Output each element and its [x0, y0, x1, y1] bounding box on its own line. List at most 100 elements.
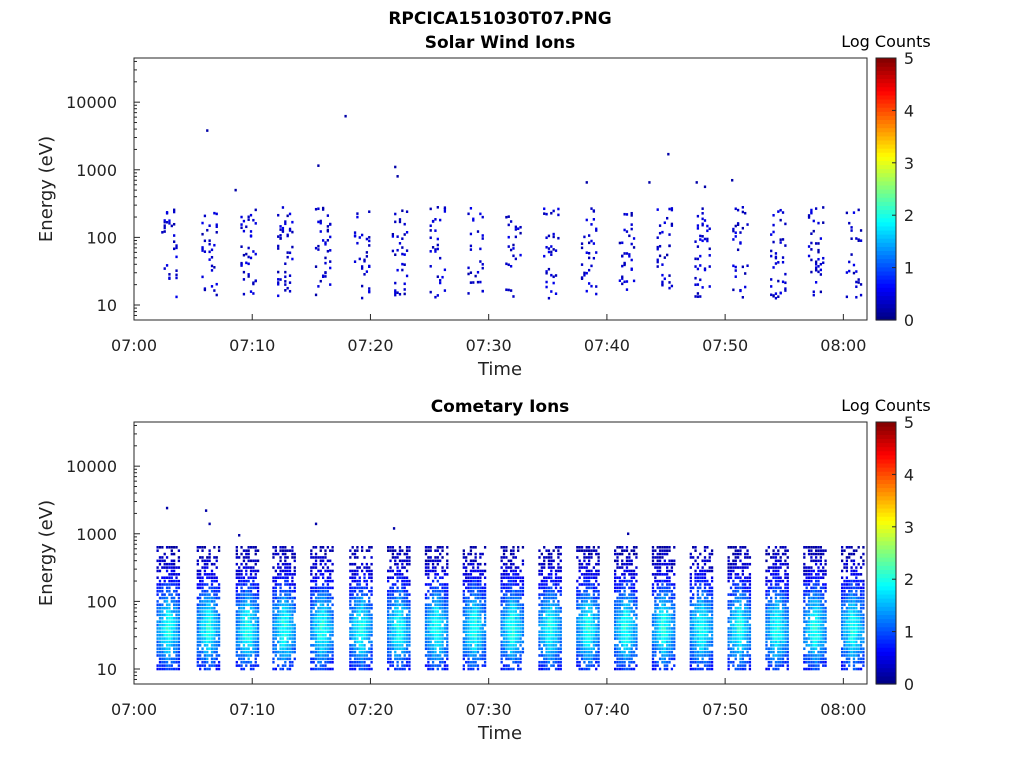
- heatmap-cell: [329, 637, 332, 640]
- heatmap-cell: [356, 637, 359, 640]
- heatmap-cell: [401, 246, 404, 249]
- heatmap-cell: [240, 637, 243, 640]
- heatmap-cell: [360, 603, 364, 607]
- heatmap-cell: [256, 610, 260, 613]
- heatmap-cell: [168, 583, 171, 586]
- heatmap-cell: [274, 586, 277, 590]
- heatmap-cell: [429, 583, 432, 586]
- heatmap-cell: [446, 600, 449, 603]
- heatmap-cell: [173, 637, 176, 640]
- heatmap-cell: [245, 637, 248, 640]
- heatmap-cell: [279, 600, 282, 603]
- heatmap-cell: [408, 620, 411, 623]
- heatmap-cell: [512, 657, 515, 661]
- heatmap-cell: [597, 569, 600, 573]
- heatmap-cell: [554, 546, 558, 549]
- heatmap-cell: [403, 288, 406, 291]
- heatmap-cell: [706, 640, 709, 644]
- heatmap-cell: [784, 289, 787, 292]
- heatmap-cell: [329, 657, 332, 661]
- heatmap-cell: [689, 647, 692, 650]
- heatmap-cell: [632, 596, 636, 600]
- heatmap-cell: [557, 606, 560, 610]
- heatmap-cell: [502, 640, 506, 644]
- heatmap-cell: [206, 610, 209, 613]
- heatmap-cell: [658, 667, 662, 671]
- heatmap-cell: [396, 640, 399, 644]
- heatmap-cell: [245, 579, 248, 583]
- heatmap-cell: [550, 566, 553, 569]
- heatmap-cell: [663, 627, 666, 630]
- heatmap-cell: [668, 569, 671, 573]
- heatmap-cell: [618, 627, 622, 630]
- heatmap-cell: [521, 610, 525, 613]
- heatmap-cell: [351, 637, 354, 640]
- heatmap-cell: [175, 630, 178, 634]
- heatmap-cell: [479, 556, 482, 559]
- heatmap-cell: [398, 657, 402, 661]
- heatmap-cell: [387, 603, 390, 607]
- heatmap-cell: [314, 559, 318, 563]
- heatmap-cell: [284, 660, 287, 664]
- heatmap-cell: [699, 633, 702, 637]
- heatmap-cell: [391, 549, 395, 552]
- heatmap-cell: [242, 644, 246, 647]
- heatmap-cell: [585, 562, 588, 566]
- heatmap-cell: [630, 586, 633, 590]
- heatmap-cell: [349, 633, 352, 637]
- heatmap-cell: [625, 610, 629, 613]
- heatmap-cell: [206, 606, 209, 610]
- heatmap-cell: [439, 559, 442, 563]
- heatmap-cell: [240, 264, 243, 267]
- heatmap-cell: [398, 647, 402, 650]
- heatmap-cell: [621, 559, 624, 563]
- heatmap-cell: [321, 589, 325, 593]
- heatmap-cell: [329, 222, 332, 226]
- heatmap-cell: [368, 637, 371, 640]
- heatmap-cell: [623, 280, 626, 284]
- heatmap-cell: [331, 667, 334, 671]
- heatmap-cell: [368, 627, 371, 630]
- heatmap-cell: [370, 657, 373, 661]
- heatmap-cell: [173, 596, 176, 600]
- heatmap-cell: [663, 573, 666, 576]
- heatmap-cell: [317, 644, 320, 647]
- heatmap-cell: [583, 650, 586, 654]
- heatmap-cell: [621, 637, 624, 640]
- heatmap-cell: [284, 644, 287, 647]
- heatmap-cell: [356, 623, 359, 627]
- heatmap-cell: [168, 623, 171, 627]
- heatmap-cell: [312, 613, 315, 617]
- heatmap-cell: [505, 637, 508, 640]
- heatmap-cell: [822, 261, 825, 265]
- heatmap-cell: [514, 613, 517, 617]
- heatmap-cell: [317, 667, 320, 671]
- heatmap-cell: [277, 650, 280, 654]
- heatmap-cell: [557, 583, 560, 586]
- heatmap-cell: [439, 593, 442, 596]
- heatmap-cell: [424, 640, 428, 644]
- heatmap-point: [695, 181, 698, 184]
- heatmap-cell: [651, 559, 655, 563]
- heatmap-cell: [708, 227, 711, 231]
- heatmap-cell: [701, 640, 704, 644]
- heatmap-cell: [213, 546, 216, 549]
- heatmap-cell: [595, 227, 598, 231]
- heatmap-cell: [559, 630, 562, 634]
- heatmap-cell: [628, 603, 631, 607]
- heatmap-cell: [394, 654, 397, 657]
- heatmap-cell: [696, 654, 700, 657]
- heatmap-cell: [279, 617, 282, 620]
- heatmap-cell: [519, 225, 522, 229]
- heatmap-cell: [274, 596, 277, 600]
- heatmap-cell: [249, 569, 253, 573]
- heatmap-cell: [654, 610, 657, 613]
- heatmap-cell: [654, 562, 657, 566]
- heatmap-cell: [632, 650, 636, 654]
- heatmap-cell: [434, 630, 437, 634]
- heatmap-cell: [509, 644, 513, 647]
- heatmap-cell: [472, 613, 475, 617]
- heatmap-cell: [595, 660, 598, 664]
- heatmap-cell: [254, 208, 257, 212]
- heatmap-cell: [389, 620, 392, 623]
